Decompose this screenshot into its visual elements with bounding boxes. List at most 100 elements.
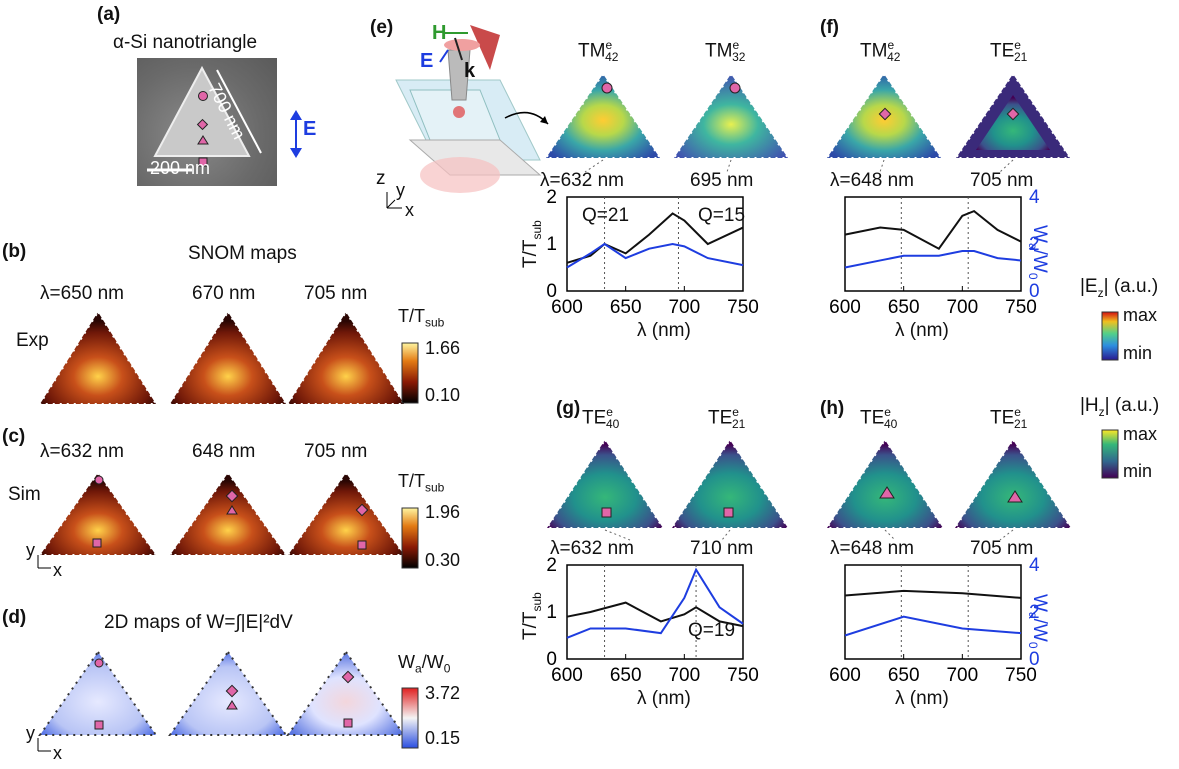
exp-map-705: [286, 311, 406, 405]
k-vector-label: k: [464, 60, 476, 82]
x-tick-label: 750: [727, 665, 759, 686]
cbar-w-min: 0.15: [425, 728, 461, 748]
e-map-tm32: [672, 73, 790, 159]
y-tick-label: 0: [546, 649, 557, 670]
h-mode-1: TEe40: [860, 405, 898, 432]
w-map-2: [168, 651, 288, 736]
transmission-line: [566, 601, 744, 628]
hz-min: min: [1123, 461, 1153, 481]
panel-d-label: (d): [2, 607, 27, 628]
x-tick-label: 750: [1005, 297, 1037, 318]
e-lambda-2: 695 nm: [690, 170, 754, 191]
sem-triangle: [147, 65, 262, 172]
f-mode-2: TEe21: [990, 38, 1028, 65]
h-mode-2: TEe21: [990, 405, 1028, 432]
energy-line: [566, 242, 744, 269]
axis-x-d: x: [53, 743, 62, 763]
panel-a-label: (a): [97, 4, 121, 25]
plot-frame: [566, 196, 744, 292]
ez-colorbar-label: |Ez| (a.u.): [1080, 276, 1159, 300]
sim-map-632: [38, 472, 158, 556]
e-mode-2: TMe32: [705, 38, 746, 65]
f-lambda-1: λ=648 nm: [830, 170, 914, 191]
f-map-tm42: [825, 73, 943, 159]
h-map-te40: [825, 439, 945, 529]
h-lambda-1: λ=648 nm: [830, 538, 914, 559]
h-xlabel: λ (nm): [895, 688, 949, 709]
energy-line: [566, 567, 744, 639]
x-tick-label: 600: [551, 665, 583, 686]
panel-g-label: (g): [556, 398, 581, 419]
g-lambda-2: 710 nm: [690, 538, 754, 559]
energy-line: [844, 250, 1022, 269]
x-tick-label: 750: [1005, 665, 1037, 686]
y2-tick-label: 2: [1029, 234, 1040, 255]
g-map-te40: [545, 439, 665, 529]
y-tick-label: 2: [546, 555, 557, 576]
transmission-line: [844, 209, 1022, 250]
axis-x-c: x: [53, 560, 62, 580]
c-lambda-1: λ=632 nm: [40, 441, 124, 462]
panel-e-label: (e): [370, 17, 394, 38]
energy-line: [844, 615, 1022, 637]
g-mode-1: TEe40: [582, 405, 620, 432]
b-lambda-3: 705 nm: [304, 283, 368, 304]
ez-max: max: [1123, 305, 1158, 325]
axis-y-c: y: [26, 540, 35, 560]
y-right-label-f: Wa/W0: [1026, 225, 1050, 280]
c-lambda-3: 705 nm: [304, 441, 368, 462]
panel-c-label: (c): [2, 426, 26, 447]
xy-axes-icon: [37, 555, 51, 569]
x-tick-label: 650: [888, 297, 920, 318]
row-sim-label: Sim: [8, 484, 41, 505]
cbar-exp-label: T/Tsub: [398, 306, 445, 330]
y2-tick-label: 4: [1029, 555, 1040, 576]
c-lambda-2: 648 nm: [192, 441, 256, 462]
cbar-sim-max: 1.96: [425, 502, 461, 522]
h-map-te21: [953, 439, 1073, 529]
g-xlabel: λ (nm): [637, 688, 691, 709]
y2-tick-label: 2: [1029, 602, 1040, 623]
xyz-axes-icon: [386, 192, 402, 209]
panel-h-label: (h): [820, 398, 845, 419]
xy-axes-icon-2: [37, 738, 51, 752]
cbar-sim-min: 0.30: [425, 550, 461, 570]
b-lambda-2: 670 nm: [192, 283, 256, 304]
plot-frame: [844, 564, 1022, 660]
cbar-w-max: 3.72: [425, 683, 461, 703]
w-map-1: [38, 651, 158, 736]
y2-tick-label: 4: [1029, 187, 1040, 208]
x-tick-label: 650: [610, 665, 642, 686]
sem-image: [137, 58, 277, 186]
axis-y-d: y: [26, 723, 35, 743]
x-tick-label: 700: [668, 297, 700, 318]
setup-schematic: [395, 25, 549, 193]
axis-z-e: z: [376, 168, 386, 189]
cbar-exp-max: 1.66: [425, 338, 461, 358]
w-map-3: [286, 651, 406, 736]
exp-map-650: [38, 311, 158, 405]
y-left-label-e: T/Tsub: [520, 220, 544, 268]
x-tick-label: 700: [668, 665, 700, 686]
g-mode-2: TEe21: [708, 405, 746, 432]
e-field-label: E: [303, 118, 317, 140]
x-tick-label: 600: [829, 665, 861, 686]
y-tick-label: 1: [546, 234, 557, 255]
spectrum-plot-g: 600 650 700 750 0 1 2: [546, 555, 758, 686]
x-tick-label: 700: [946, 665, 978, 686]
e-q1: Q=21: [582, 205, 630, 226]
sim-map-705: [286, 472, 406, 556]
colorbar-sim: [401, 507, 419, 569]
hz-max: max: [1123, 424, 1158, 444]
panel-b-label: (b): [2, 241, 27, 262]
x-tick-label: 600: [551, 297, 583, 318]
axis-y-e: y: [396, 180, 405, 200]
panel-b-title: SNOM maps: [188, 243, 297, 264]
sim-map-648: [168, 472, 288, 556]
x-tick-label: 750: [727, 297, 759, 318]
g-map-te21: [670, 439, 790, 529]
leader-lines: [584, 159, 1014, 541]
e-mode-1: TMe42: [578, 38, 619, 65]
